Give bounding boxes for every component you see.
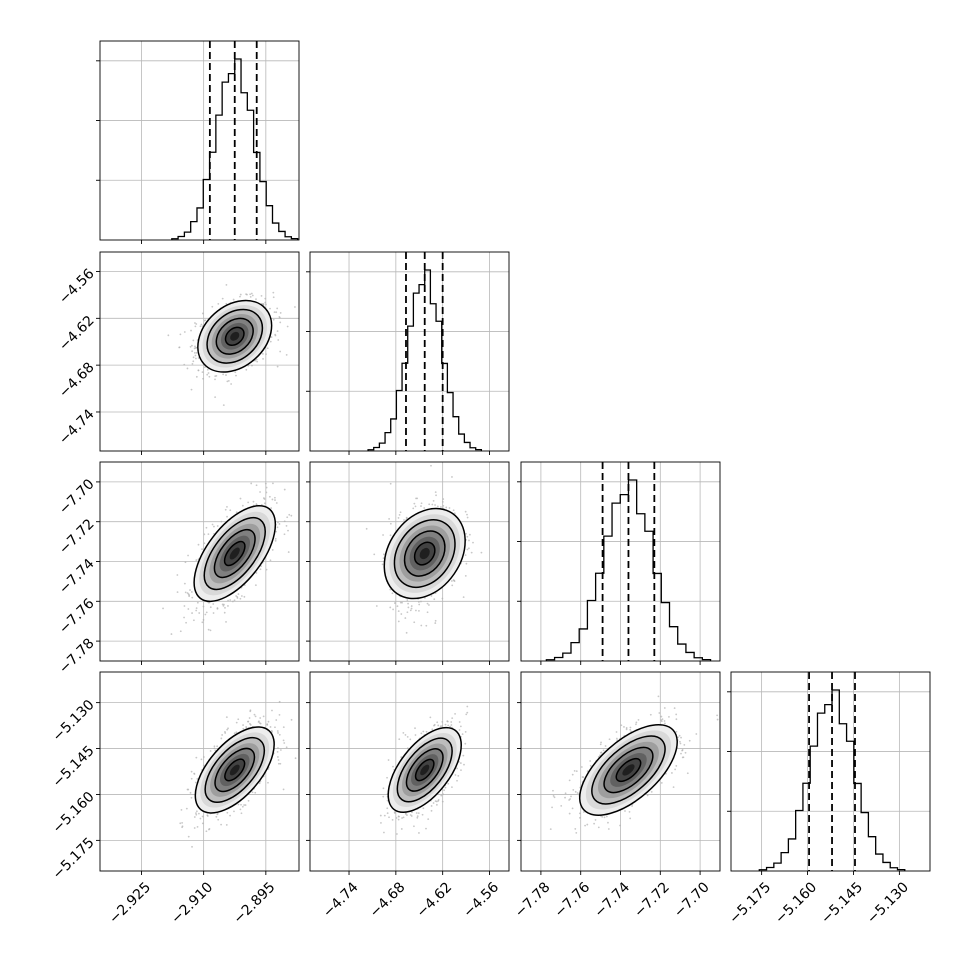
panel-2-0: −7.78−7.76−7.74−7.72−7.70 (56, 461, 300, 677)
panel-2-0-contour-0 (223, 540, 246, 567)
panel-3-2-xtick-label-2: −7.74 (591, 879, 633, 921)
panel-2-0-density (194, 505, 276, 602)
panel-2-0-ytick-label-4: −7.70 (56, 476, 98, 518)
panel-1-0-contour-3 (197, 299, 273, 373)
panel-3-0-xtick-label-1: −2.910 (168, 879, 216, 927)
panel-3-0-ytick-label-0: −5.175 (50, 835, 98, 883)
panel-3-2-contour-0 (615, 757, 642, 783)
panel-3-1-xtick-label-0: −4.74 (320, 879, 362, 921)
panel-1-0-contours (197, 299, 273, 373)
panel-2-0-contour-1 (213, 528, 256, 579)
panel-1-0-contour-0 (224, 326, 245, 346)
panel-3-0-contours (194, 726, 275, 814)
panel-3-0-ytick-label-2: −5.145 (50, 743, 98, 791)
hist-panel-3: −5.175−5.160−5.145−5.130 (726, 671, 931, 927)
panel-3-0-xtick-label-0: −2.925 (106, 879, 154, 927)
panel-2-0-ytick-label-3: −7.72 (56, 516, 98, 558)
panel-3-0-contour-0 (224, 758, 246, 782)
panel-3-1-contours (387, 726, 462, 814)
panel-2-1 (306, 461, 510, 665)
panel-3-0-content (179, 700, 297, 848)
hist-3-xtick-label-1: −5.160 (772, 879, 820, 927)
panel-2-0-ytick-label-2: −7.74 (56, 556, 98, 598)
panel-1-0-ytick-label-2: −4.62 (56, 313, 98, 355)
panel-1-0-ytick-label-3: −4.56 (56, 266, 98, 308)
panel-3-2-contour-1 (603, 746, 654, 794)
panel-3-1-xtick-label-2: −4.62 (414, 879, 456, 921)
hist-1-frame (309, 251, 510, 452)
panel-3-0-contour-1 (214, 747, 256, 793)
panel-3-2-xtick-label-3: −7.72 (631, 879, 673, 921)
panel-3-0-xtick-label-2: −2.895 (230, 879, 278, 927)
panel-3-0-ytick-label-3: −5.130 (50, 697, 98, 745)
hist-0-frame (99, 40, 300, 241)
panel-1-0-frame (99, 251, 300, 452)
panel-1-0: −4.74−4.68 −4.62 −4.56 (56, 251, 300, 455)
hist-3-xtick-label-2: −5.145 (818, 879, 866, 927)
panel-3-2-contour-3 (578, 723, 678, 816)
panel-3-2-xtick-label-0: −7.78 (512, 879, 554, 921)
panel-3-0: −2.925 −2.910 −2.895 −5.175−5.160−5.145−5.1… (50, 671, 300, 927)
panel-1-0-ytick-label-0: −4.74 (56, 406, 98, 448)
panel-2-1-contours (383, 507, 466, 600)
panel-3-1-xtick-label-3: −4.56 (460, 879, 502, 921)
panel-3-1-frame (309, 671, 510, 872)
hist-3-xtick-label-3: −5.130 (864, 879, 912, 927)
panel-3-2-xtick-label-4: −7.70 (671, 879, 713, 921)
panel-2-1-contour-2 (393, 519, 456, 588)
panel-2-0-ytick-label-0: −7.78 (56, 635, 98, 677)
panel-1-0-density (197, 300, 272, 372)
hist-3-frame (730, 671, 931, 872)
panel-2-1-density (384, 508, 466, 599)
panel-1-0-contour-2 (206, 308, 264, 364)
panel-3-1-contour-1 (405, 748, 444, 792)
panel-2-0-ytick-label-1: −7.76 (56, 596, 98, 638)
hist-3-xtick-label-0: −5.175 (726, 879, 774, 927)
panel-2-0-contour-3 (193, 504, 277, 603)
panel-3-1-contour-3 (387, 726, 462, 814)
hist-panel-0 (96, 40, 300, 244)
hist-panel-1 (306, 251, 510, 455)
panel-1-0-ytick-label-1: −4.68 (56, 360, 98, 402)
panel-3-2-contours (578, 723, 678, 816)
panel-3-2-xtick-label-1: −7.76 (552, 879, 594, 921)
panel-3-2-contour-2 (591, 735, 666, 805)
panel-3-1: −4.74 −4.68 −4.62 −4.56 (306, 671, 510, 921)
panel-3-1-contour-0 (414, 758, 435, 782)
panel-3-0-ytick-label-1: −5.160 (50, 789, 98, 837)
panel-2-1-contour-3 (383, 507, 466, 600)
panel-3-0-contour-3 (194, 726, 275, 814)
panel-3-2-density (579, 724, 678, 816)
panel-2-1-contour-1 (403, 530, 446, 577)
panel-2-1-contour-0 (413, 541, 436, 566)
panel-3-1-content (379, 705, 469, 835)
panel-3-2: −7.78−7.76−7.74−7.72−7.70 (512, 671, 721, 921)
panel-2-0-content (162, 482, 293, 635)
panel-3-0-contour-2 (204, 737, 266, 803)
panel-3-0-frame (99, 671, 300, 872)
panel-3-1-contour-2 (396, 737, 453, 803)
panel-1-0-content (167, 283, 296, 406)
panel-2-1-content (365, 464, 483, 634)
panel-3-1-xtick-label-1: −4.68 (367, 879, 409, 921)
panel-1-0-contour-1 (215, 317, 254, 355)
panel-3-1-density (388, 727, 462, 813)
panel-2-0-contours (193, 504, 277, 603)
hist-panel-2 (517, 461, 721, 665)
panel-2-0-contour-2 (203, 516, 266, 591)
panel-3-2-content (549, 695, 719, 834)
